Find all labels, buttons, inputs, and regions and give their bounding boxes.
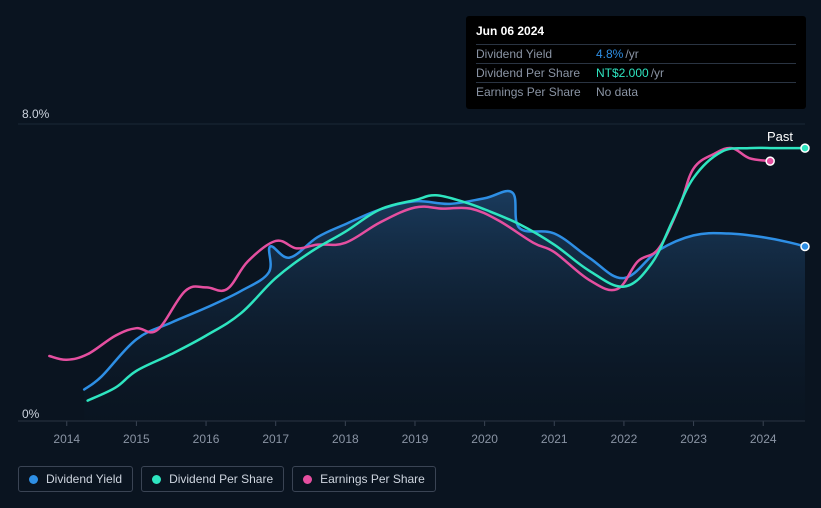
tooltip-row-value: 4.8% (596, 47, 623, 61)
x-axis-year-label: 2016 (193, 432, 220, 446)
dividend-yield-area (84, 191, 805, 421)
dividend-per-share-end-marker (801, 144, 809, 152)
x-axis-year-label: 2014 (53, 432, 80, 446)
tooltip-row: Earnings Per ShareNo data (476, 82, 796, 101)
x-axis-year-label: 2023 (680, 432, 707, 446)
legend-dot-icon (152, 475, 161, 484)
legend-item-label: Dividend Per Share (169, 472, 273, 486)
tooltip-date: Jun 06 2024 (476, 24, 796, 38)
x-axis-year-label: 2015 (123, 432, 150, 446)
legend-item-label: Earnings Per Share (320, 472, 425, 486)
legend-dot-icon (303, 475, 312, 484)
y-axis-max-label: 8.0% (22, 107, 49, 121)
x-axis-year-label: 2017 (262, 432, 289, 446)
x-axis-year-label: 2021 (541, 432, 568, 446)
x-axis-year-label: 2024 (750, 432, 777, 446)
tooltip-row-label: Dividend Per Share (476, 66, 596, 80)
tooltip-row-label: Dividend Yield (476, 47, 596, 61)
legend-item[interactable]: Dividend Yield (18, 466, 133, 492)
x-axis-year-label: 2018 (332, 432, 359, 446)
x-axis-year-label: 2020 (471, 432, 498, 446)
tooltip-row-label: Earnings Per Share (476, 85, 596, 99)
y-axis-min-label: 0% (22, 407, 39, 421)
tooltip-row-value: NT$2.000 (596, 66, 649, 80)
tooltip-row-value: No data (596, 85, 638, 99)
tooltip-row-unit: /yr (625, 47, 638, 61)
x-axis-year-label: 2022 (611, 432, 638, 446)
legend-item-label: Dividend Yield (46, 472, 122, 486)
legend-item[interactable]: Dividend Per Share (141, 466, 284, 492)
chart-legend: Dividend Yield Dividend Per Share Earnings… (18, 466, 436, 492)
legend-item[interactable]: Earnings Per Share (292, 466, 436, 492)
tooltip-row: Dividend Yield4.8% /yr (476, 44, 796, 63)
tooltip-row-unit: /yr (651, 66, 664, 80)
chart-tooltip: Jun 06 2024 Dividend Yield4.8% /yrDivide… (466, 16, 806, 109)
x-axis-labels: 2014 2015 2016 2017 2018 2019 2020 2021 2022 2023… (18, 432, 805, 450)
x-axis-year-label: 2019 (402, 432, 429, 446)
dividend-yield-end-marker (801, 243, 809, 251)
past-label: Past (767, 129, 793, 144)
tooltip-row: Dividend Per ShareNT$2.000 /yr (476, 63, 796, 82)
earnings-per-share-end-marker (766, 157, 774, 165)
legend-dot-icon (29, 475, 38, 484)
